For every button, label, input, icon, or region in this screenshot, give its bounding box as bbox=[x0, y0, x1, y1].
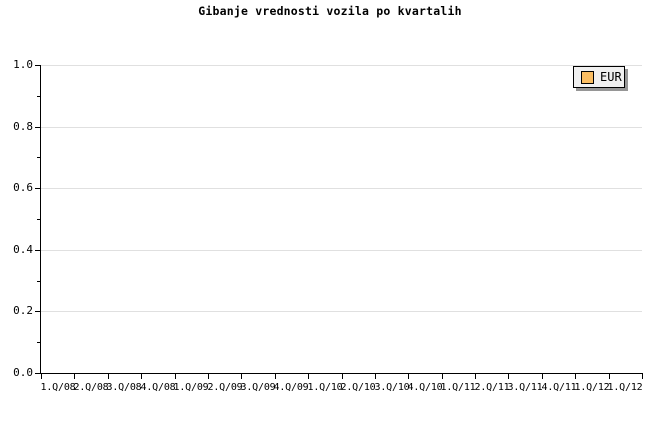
y-axis-tick bbox=[35, 373, 41, 374]
x-axis-tick bbox=[542, 374, 543, 379]
y-axis-tick bbox=[35, 311, 41, 312]
y-axis-minor-tick bbox=[37, 157, 41, 158]
x-tick-label: 1.Q/10 bbox=[307, 382, 343, 393]
x-axis-tick bbox=[241, 374, 242, 379]
x-axis-tick bbox=[308, 374, 309, 379]
gridline bbox=[41, 65, 642, 66]
x-axis-tick bbox=[141, 374, 142, 379]
x-tick-label: 1.Q/12 bbox=[607, 382, 643, 393]
y-tick-label: 0.2 bbox=[13, 304, 33, 317]
gridline bbox=[41, 250, 642, 251]
x-axis-tick bbox=[642, 374, 643, 379]
y-axis-minor-tick bbox=[37, 96, 41, 97]
x-axis-tick bbox=[508, 374, 509, 379]
x-tick-label: 2.Q/11 bbox=[474, 382, 510, 393]
x-axis-tick bbox=[175, 374, 176, 379]
x-tick-label: 3.Q/11 bbox=[507, 382, 543, 393]
x-tick-label: 3.Q/09 bbox=[240, 382, 276, 393]
x-axis-line bbox=[40, 373, 643, 374]
y-axis-minor-tick bbox=[37, 281, 41, 282]
y-axis-minor-tick bbox=[37, 342, 41, 343]
y-tick-label: 0.6 bbox=[13, 181, 33, 194]
x-tick-label: 2.Q/09 bbox=[207, 382, 243, 393]
gridline bbox=[41, 311, 642, 312]
x-tick-label: 1.Q/08 bbox=[40, 382, 76, 393]
gridline bbox=[41, 127, 642, 128]
x-tick-label: 4.Q/08 bbox=[140, 382, 176, 393]
x-axis-tick bbox=[475, 374, 476, 379]
x-tick-label: 1.Q/11 bbox=[440, 382, 476, 393]
y-tick-label: 1.0 bbox=[13, 58, 33, 71]
y-axis-tick bbox=[35, 127, 41, 128]
x-tick-label: 1.Q/09 bbox=[173, 382, 209, 393]
y-tick-label: 0.0 bbox=[13, 366, 33, 379]
x-axis-tick bbox=[342, 374, 343, 379]
y-tick-label: 0.4 bbox=[13, 243, 33, 256]
x-tick-label: 1.Q/12 bbox=[574, 382, 610, 393]
y-axis-tick bbox=[35, 188, 41, 189]
y-axis-tick bbox=[35, 250, 41, 251]
x-tick-label: 2.Q/10 bbox=[340, 382, 376, 393]
chart-title: Gibanje vrednosti vozila po kvartalih bbox=[198, 4, 462, 18]
x-axis-tick bbox=[442, 374, 443, 379]
x-axis-tick bbox=[375, 374, 376, 379]
legend: EUR bbox=[573, 66, 625, 88]
y-axis-tick bbox=[35, 65, 41, 66]
legend-label-eur: EUR bbox=[600, 70, 622, 84]
y-tick-label: 0.8 bbox=[13, 120, 33, 133]
x-axis-tick bbox=[74, 374, 75, 379]
x-axis-tick bbox=[208, 374, 209, 379]
x-axis-tick bbox=[609, 374, 610, 379]
x-tick-label: 4.Q/10 bbox=[407, 382, 443, 393]
x-axis-tick bbox=[41, 374, 42, 379]
x-axis-tick bbox=[408, 374, 409, 379]
gridline bbox=[41, 188, 642, 189]
x-tick-label: 2.Q/08 bbox=[73, 382, 109, 393]
x-axis-tick bbox=[108, 374, 109, 379]
x-axis-tick bbox=[275, 374, 276, 379]
legend-swatch-eur bbox=[581, 70, 594, 84]
x-tick-label: 4.Q/11 bbox=[541, 382, 577, 393]
y-axis-minor-tick bbox=[37, 219, 41, 220]
x-axis-tick bbox=[575, 374, 576, 379]
x-tick-label: 3.Q/10 bbox=[374, 382, 410, 393]
x-tick-label: 3.Q/08 bbox=[106, 382, 142, 393]
x-tick-label: 4.Q/09 bbox=[273, 382, 309, 393]
